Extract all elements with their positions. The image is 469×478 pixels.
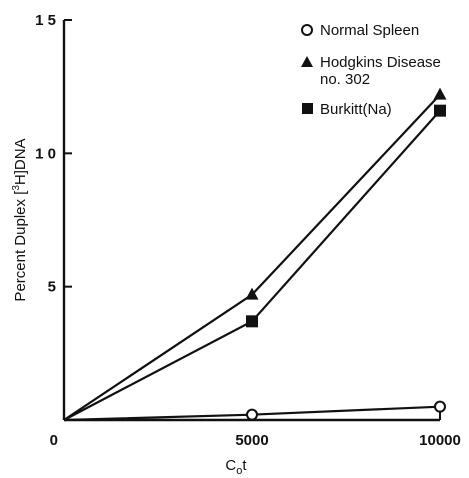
legend-label-hodgkins-line1: Hodgkins Disease [320, 54, 441, 71]
series-line-1 [63, 93, 441, 421]
axes [62, 20, 440, 422]
legend-square-icon [302, 103, 313, 114]
y-axis-title: Percent Duplex [3H]DNA [11, 138, 29, 301]
legend: Normal Spleen Hodgkins Disease no. 302 B… [301, 22, 441, 118]
y-tick-label: 1 5 [35, 12, 56, 29]
series-line-2 [63, 109, 441, 421]
data-point-circle [246, 408, 258, 421]
ticks: 5 1 0 1 5 0 5000 10000 [35, 12, 461, 449]
legend-circle-icon [301, 24, 313, 36]
x-axis-title: Cot [225, 457, 247, 477]
data-point-triangle [245, 287, 259, 300]
y-tick-label: 5 [48, 279, 56, 296]
x-tick-label: 5000 [235, 432, 268, 449]
y-tick-label: 1 0 [35, 145, 56, 162]
legend-label-burkitt: Burkitt(Na) [320, 101, 392, 118]
data-point-square [434, 104, 446, 117]
x-tick-label: 10000 [419, 432, 461, 449]
legend-triangle-icon [301, 56, 313, 67]
x-tick-label: 0 [50, 432, 58, 449]
markers-layer [245, 87, 447, 421]
data-point-triangle [433, 87, 447, 100]
series-layer [63, 93, 441, 422]
data-point-square [246, 315, 258, 328]
legend-label-normal-spleen: Normal Spleen [320, 22, 419, 39]
legend-label-hodgkins-line2: no. 302 [320, 71, 370, 88]
data-point-circle [434, 400, 446, 413]
